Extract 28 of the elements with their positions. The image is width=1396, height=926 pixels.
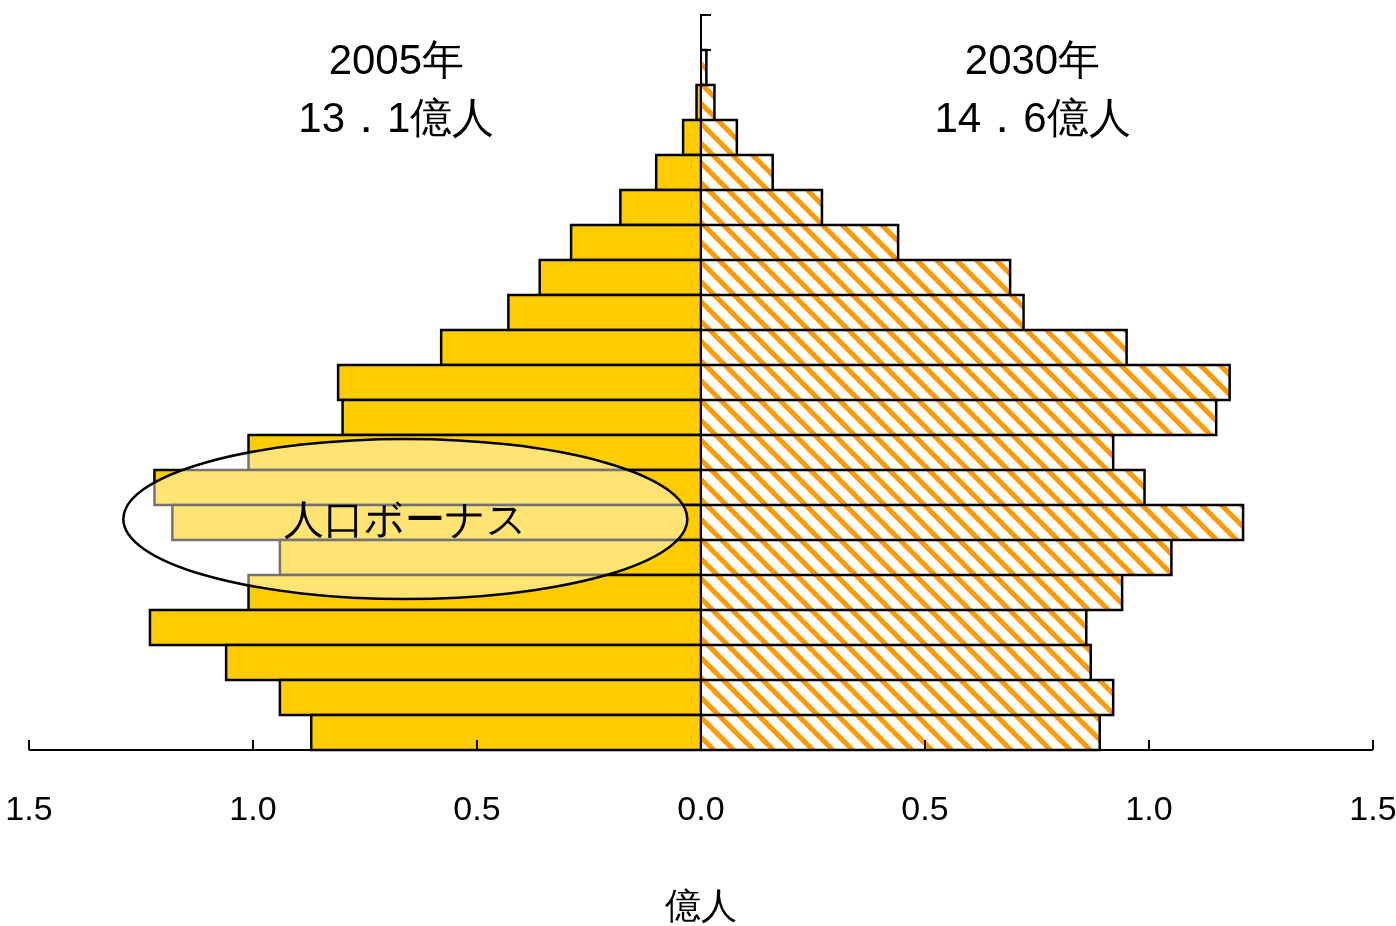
bar xyxy=(699,328,1128,367)
bar xyxy=(699,608,1088,647)
x-tick-label: 1.0 xyxy=(229,789,277,827)
bar xyxy=(699,293,1025,332)
x-axis-title: 億人 xyxy=(665,885,737,926)
x-tick-label: 0.5 xyxy=(453,789,501,827)
bar xyxy=(699,678,1115,717)
bar xyxy=(699,258,1012,297)
annotation: 2005年 13．1億人 xyxy=(298,36,495,141)
x-tick-label: 1.0 xyxy=(1125,789,1173,827)
bar xyxy=(699,188,824,227)
bar xyxy=(699,398,1218,437)
bar xyxy=(699,468,1146,507)
bar xyxy=(699,538,1173,577)
bar xyxy=(699,433,1115,472)
annotation: 2030年 14．6億人 xyxy=(934,36,1131,141)
x-tick-label: 1.5 xyxy=(1349,789,1396,827)
x-tick-label: 0.0 xyxy=(677,789,725,827)
bar xyxy=(699,363,1231,402)
bar xyxy=(699,573,1124,612)
x-tick-label: 1.5 xyxy=(5,789,53,827)
bar xyxy=(699,223,900,262)
x-tick-label: 0.5 xyxy=(901,789,949,827)
annotation: 人口ボーナス xyxy=(283,497,527,541)
bar xyxy=(699,153,774,192)
bar xyxy=(699,713,1101,752)
bar xyxy=(699,643,1093,682)
bar xyxy=(699,503,1245,542)
